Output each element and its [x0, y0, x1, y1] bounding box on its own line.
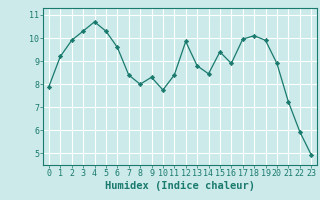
X-axis label: Humidex (Indice chaleur): Humidex (Indice chaleur) [105, 181, 255, 191]
